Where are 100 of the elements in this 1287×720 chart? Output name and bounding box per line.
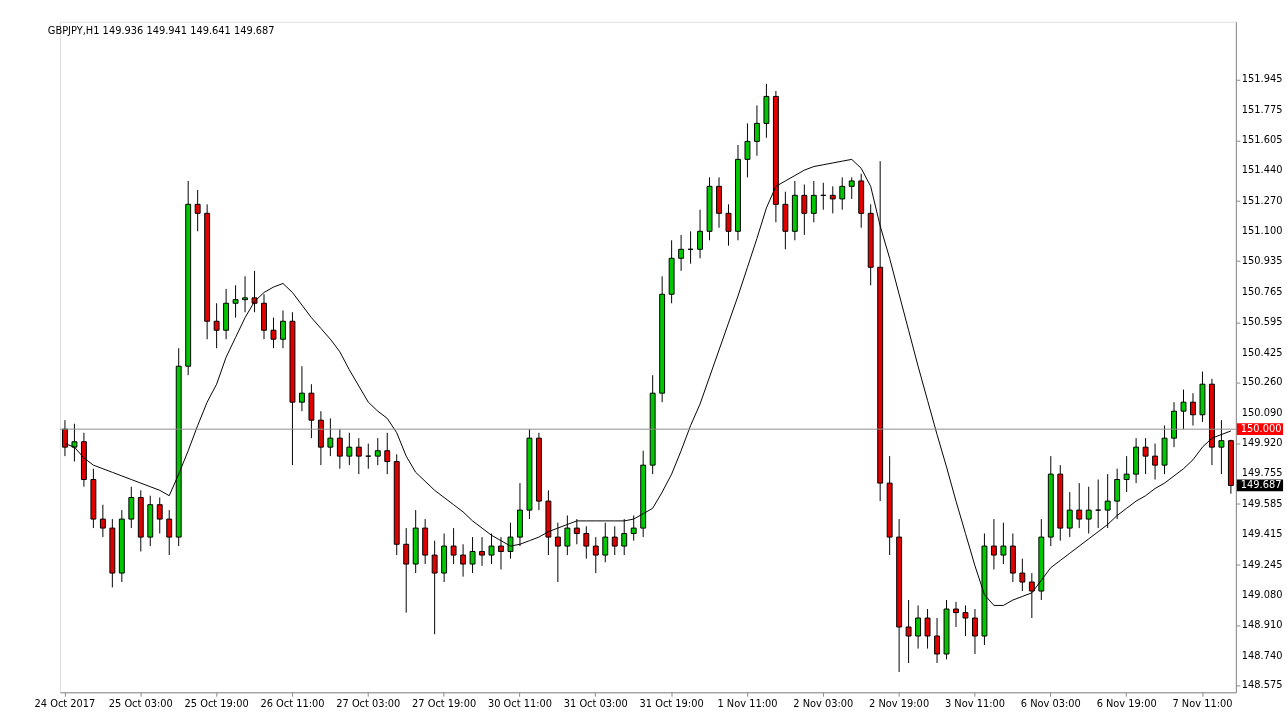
candlestick: [507, 522, 514, 560]
candlestick: [460, 543, 467, 578]
x-tick-label: 6 Nov 03:00: [1020, 697, 1081, 709]
candlestick: [156, 497, 163, 534]
y-tick-label: 150.935: [1241, 254, 1283, 266]
candlestick: [554, 522, 561, 583]
candlestick: [744, 122, 751, 178]
candlestick: [384, 432, 391, 475]
y-tick-label: 150.765: [1241, 285, 1283, 297]
candlestick: [450, 527, 457, 565]
y-tick-label: 148.740: [1241, 649, 1283, 661]
candlestick: [848, 176, 855, 200]
candlestick: [403, 527, 410, 614]
y-tick-label: 150.090: [1241, 406, 1283, 418]
candlestick: [630, 515, 637, 542]
candlestick: [972, 608, 978, 655]
candlestick: [251, 270, 258, 313]
y-tick-label: 151.945: [1241, 73, 1283, 85]
x-tick-label: 2 Nov 03:00: [793, 697, 854, 709]
y-tick-label: 149.415: [1241, 528, 1283, 540]
y-tick-label: 150.595: [1241, 316, 1283, 328]
candlestick: [1085, 486, 1092, 534]
candlestick: [602, 522, 609, 563]
x-tick-label: 25 Oct 19:00: [184, 697, 249, 709]
candlestick: [934, 617, 940, 664]
x-tick-label: 2 Nov 19:00: [869, 697, 930, 709]
x-tick-label: 3 Nov 11:00: [944, 697, 1005, 709]
y-tick-label: 151.100: [1241, 225, 1283, 237]
candlestick: [990, 518, 997, 570]
y-tick-label: 148.910: [1241, 619, 1283, 631]
chart-title: GBPJPY,H1 149.936 149.941 149.641 149.687: [47, 24, 275, 36]
x-tick-label: 6 Nov 19:00: [1096, 697, 1157, 709]
candlestick: [1114, 468, 1121, 520]
candlestick: [431, 540, 438, 635]
candlestick: [839, 176, 846, 211]
candlestick: [213, 302, 220, 349]
candlestick: [829, 185, 836, 214]
y-tick-label: 149.585: [1241, 497, 1283, 509]
candlestick: [583, 525, 590, 560]
y-tick-label: 150.260: [1241, 376, 1283, 388]
x-tick-label: 27 Oct 03:00: [336, 697, 401, 709]
candlestick: [166, 509, 173, 556]
candlestick: [232, 284, 239, 319]
y-tick-label: 151.605: [1241, 134, 1283, 146]
candlestick: [1142, 437, 1149, 475]
candlestick: [1180, 389, 1187, 430]
x-tick-label: 31 Oct 19:00: [639, 697, 704, 709]
candlestick: [621, 518, 628, 556]
candlestick: [678, 234, 685, 272]
candlestick: [564, 515, 571, 556]
candlestick: [915, 604, 922, 650]
candlestick: [697, 209, 704, 259]
candlestick: [488, 532, 495, 565]
x-tick-label: 7 Nov 11:00: [1172, 697, 1233, 709]
candlestick: [801, 184, 808, 236]
y-tick-label: 151.440: [1241, 164, 1283, 176]
ref-line-label: 150.000: [1240, 423, 1282, 435]
candlestick: [753, 104, 760, 157]
candlestick: [374, 437, 381, 466]
candlestick: [270, 317, 277, 349]
candlestick: [924, 608, 931, 650]
candlestick: [128, 486, 135, 529]
candlestick: [1123, 455, 1130, 493]
y-tick-label: 149.920: [1241, 437, 1283, 449]
candlestick: [71, 423, 78, 463]
candlestick: [498, 536, 504, 570]
candlestick: [1076, 482, 1083, 529]
candlestick: [725, 203, 732, 247]
x-tick-label: 30 Oct 11:00: [487, 697, 552, 709]
candlestick: [1019, 558, 1026, 592]
x-tick-label: 27 Oct 19:00: [412, 697, 477, 709]
candlestick: [365, 443, 372, 470]
x-tick-label: 26 Oct 11:00: [260, 697, 325, 709]
x-tick-label: 25 Oct 03:00: [108, 697, 173, 709]
candlestick: [1104, 473, 1111, 529]
candlestick: [1095, 479, 1102, 529]
candlestick: [1000, 522, 1007, 565]
candlestick: [194, 189, 201, 232]
y-tick-label: 151.270: [1241, 194, 1283, 206]
candlestick: [298, 365, 305, 412]
y-tick-label: 150.425: [1241, 346, 1283, 358]
candlestick: [1218, 419, 1225, 475]
candlestick: [346, 432, 353, 466]
candlestick: [1066, 491, 1073, 538]
candlestick: [99, 504, 106, 538]
y-tick-label: 149.080: [1241, 588, 1283, 600]
candlestick: [355, 437, 362, 475]
y-tick-label: 149.755: [1241, 467, 1283, 479]
candlestick: [469, 536, 476, 574]
text: 149.687: [1240, 479, 1282, 491]
candlestick: [905, 599, 912, 664]
candlestick: [327, 417, 334, 457]
y-tick-label: 149.245: [1241, 558, 1283, 570]
x-tick-label: 31 Oct 03:00: [563, 697, 628, 709]
candlestick: [611, 525, 618, 556]
candlestick: [479, 536, 485, 567]
candlestick: [962, 604, 969, 637]
candlestick: [810, 180, 817, 223]
candlestick: [1190, 392, 1196, 427]
candlestick: [573, 518, 580, 545]
